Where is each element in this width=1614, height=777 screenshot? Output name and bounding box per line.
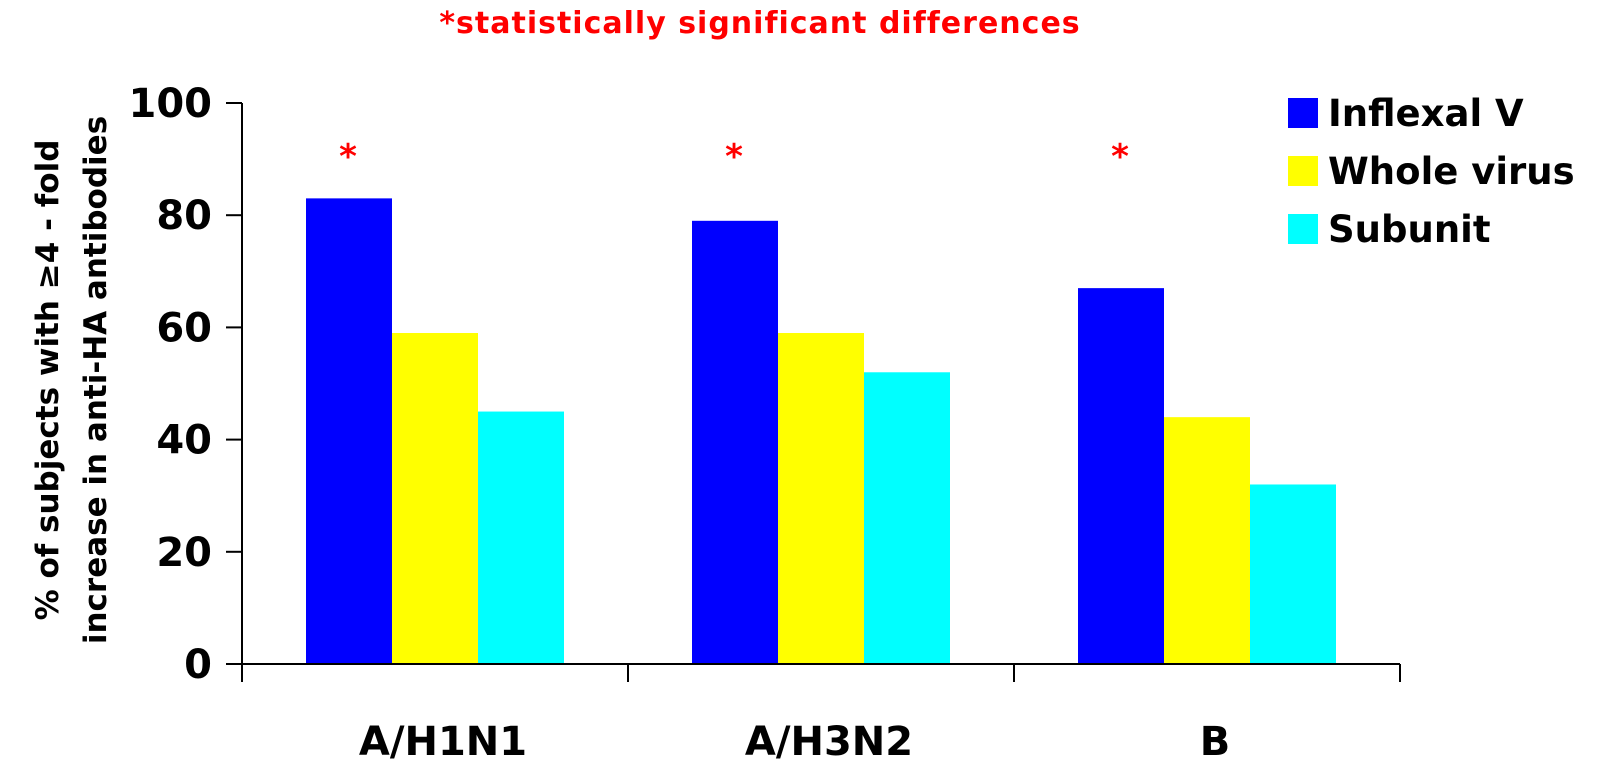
bar-inflexal-v-b (1078, 288, 1164, 664)
significance-marker-b: * (1111, 137, 1129, 177)
bar-subunit-a-h1n1 (478, 411, 564, 664)
bar-inflexal-v-a-h3n2 (692, 220, 778, 664)
x-tick-label-a-h3n2: A/H3N2 (745, 719, 913, 765)
x-tick-label-a-h1n1: A/H1N1 (359, 719, 527, 765)
significance-marker-a-h3n2: * (725, 137, 743, 177)
significance-annotation: *statistically significant differences (439, 6, 1081, 41)
x-tick-label-b: B (1200, 719, 1231, 765)
legend-swatch-inflexal-v (1288, 98, 1318, 128)
y-tick-label-40: 40 (156, 418, 212, 464)
y-tick-label-20: 20 (156, 530, 212, 576)
bar-inflexal-v-a-h1n1 (306, 198, 392, 664)
y-tick-label-60: 60 (156, 305, 212, 351)
significance-marker-a-h1n1: * (339, 137, 357, 177)
bar-whole-virus-a-h3n2 (778, 333, 864, 664)
bar-subunit-a-h3n2 (864, 372, 950, 664)
bar-whole-virus-b (1164, 417, 1250, 664)
legend-swatch-subunit (1288, 214, 1318, 244)
y-tick-label-80: 80 (156, 193, 212, 239)
legend-label-whole-virus: Whole virus (1328, 149, 1575, 193)
legend-label-inflexal-v: Inflexal V (1328, 91, 1524, 135)
y-tick-label-0: 0 (184, 642, 212, 688)
legend-label-subunit: Subunit (1328, 207, 1491, 251)
legend-item-subunit: Subunit (1288, 200, 1575, 258)
legend-item-whole-virus: Whole virus (1288, 142, 1575, 200)
y-tick-label-100: 100 (129, 81, 213, 127)
legend-item-inflexal-v: Inflexal V (1288, 84, 1575, 142)
bar-whole-virus-a-h1n1 (392, 333, 478, 664)
legend: Inflexal V Whole virus Subunit (1288, 84, 1575, 258)
legend-swatch-whole-virus (1288, 156, 1318, 186)
bar-subunit-b (1250, 484, 1336, 664)
